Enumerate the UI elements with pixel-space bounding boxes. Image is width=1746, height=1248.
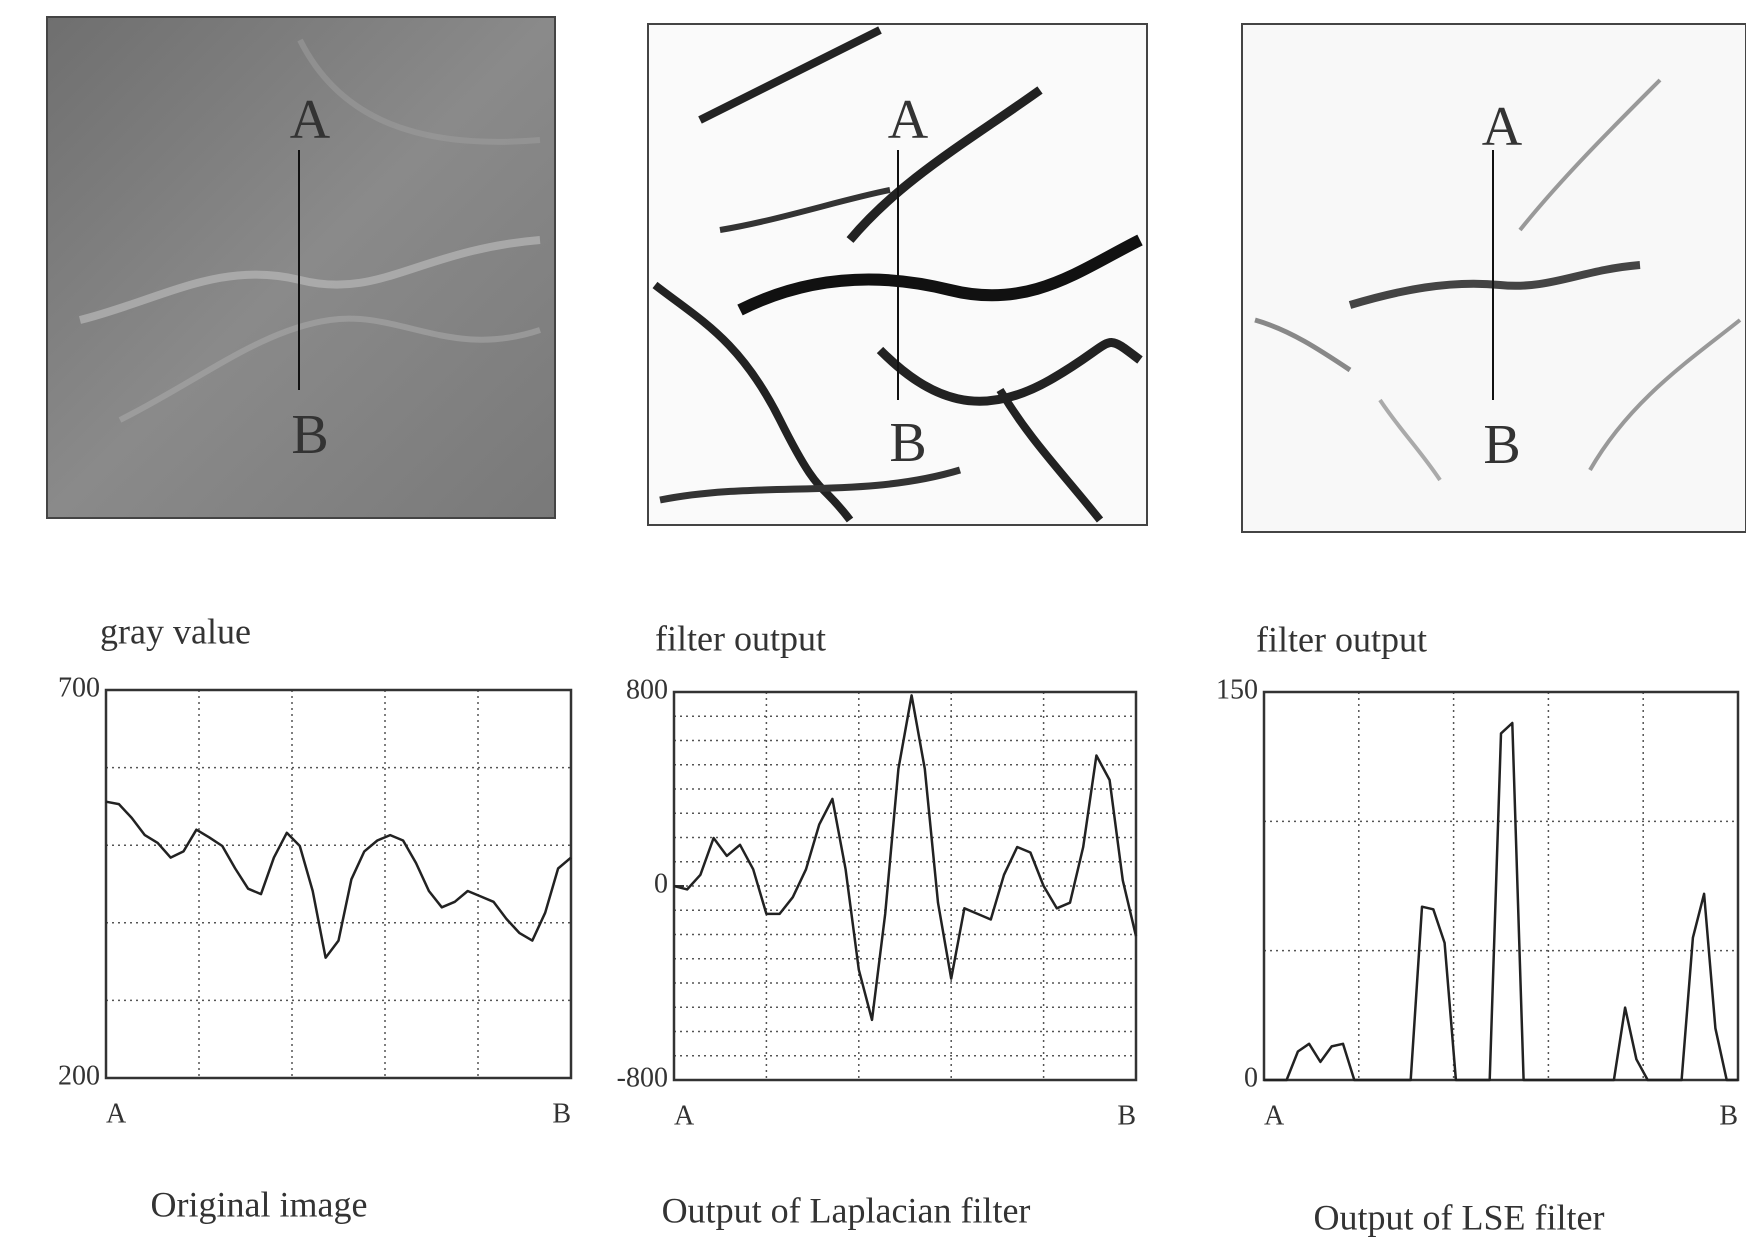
x-tick-label: A [106,1098,127,1129]
caption: Original image [151,1184,368,1224]
point-label: B [291,404,328,466]
x-tick-label: B [552,1098,571,1129]
y-axis-label: filter output [1256,619,1427,659]
y-axis-label: gray value [100,611,251,651]
caption: Output of Laplacian filter [662,1190,1031,1230]
y-tick-label: 150 [1216,674,1258,705]
y-axis-label: filter output [655,618,826,658]
plot-frame [674,692,1136,1080]
y-tick-label: -800 [617,1062,668,1093]
y-tick-label: 0 [1244,1062,1258,1093]
point-label: A [1482,96,1523,158]
plot-frame [106,690,571,1078]
point-label: B [889,412,926,474]
caption: Output of LSE filter [1314,1197,1605,1237]
figure: A B A B A B gray value Original image 200 7… [0,0,1746,1248]
point-label: A [290,89,331,151]
y-tick-label: 800 [626,674,668,705]
x-tick-label: B [1719,1100,1738,1131]
x-tick-label: B [1117,1100,1136,1131]
y-tick-label: 200 [58,1060,100,1091]
data-line [1264,723,1738,1080]
x-tick-label: A [1264,1100,1285,1131]
y-tick-label: 0 [654,868,668,899]
page: A B A B A B gray value Original image 200 7… [0,0,1746,1248]
point-label: B [1483,414,1520,476]
data-line [674,695,1136,1020]
y-tick-label: 700 [58,672,100,703]
x-tick-label: A [674,1100,695,1131]
data-line [106,802,571,958]
point-label: A [888,89,929,151]
